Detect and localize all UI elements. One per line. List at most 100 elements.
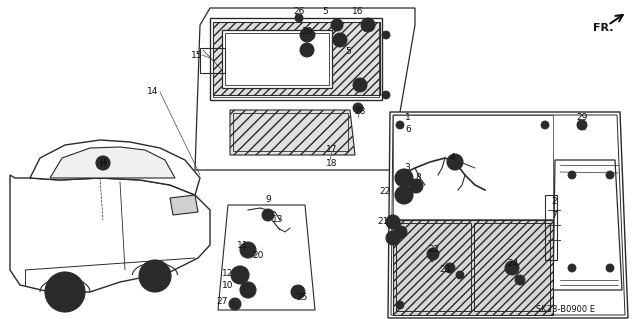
Circle shape bbox=[55, 282, 75, 302]
Bar bbox=[210, 18, 382, 100]
Text: 3: 3 bbox=[404, 162, 410, 172]
Circle shape bbox=[395, 186, 413, 204]
Circle shape bbox=[515, 275, 525, 285]
Text: 29: 29 bbox=[576, 114, 588, 122]
Text: SK73-B0900 E: SK73-B0900 E bbox=[536, 306, 595, 315]
Circle shape bbox=[295, 289, 301, 295]
Circle shape bbox=[334, 22, 340, 28]
Bar bbox=[213, 22, 379, 97]
Text: 15: 15 bbox=[191, 50, 203, 60]
Circle shape bbox=[396, 121, 404, 129]
Polygon shape bbox=[388, 112, 628, 318]
Circle shape bbox=[509, 265, 515, 271]
Polygon shape bbox=[218, 205, 315, 310]
Circle shape bbox=[300, 28, 314, 42]
Polygon shape bbox=[30, 140, 200, 195]
Circle shape bbox=[331, 19, 343, 31]
Circle shape bbox=[304, 47, 310, 53]
Circle shape bbox=[568, 264, 576, 272]
Text: 12: 12 bbox=[222, 269, 234, 278]
Circle shape bbox=[456, 271, 464, 279]
Text: 21: 21 bbox=[378, 218, 388, 226]
Text: 17: 17 bbox=[326, 145, 338, 154]
Circle shape bbox=[139, 260, 171, 292]
Circle shape bbox=[244, 246, 252, 254]
Circle shape bbox=[400, 174, 408, 182]
Circle shape bbox=[577, 120, 587, 130]
Bar bbox=[233, 113, 348, 151]
Bar bbox=[222, 30, 332, 88]
Circle shape bbox=[390, 219, 396, 225]
Circle shape bbox=[45, 272, 85, 312]
Circle shape bbox=[382, 31, 390, 39]
Circle shape bbox=[291, 285, 305, 299]
Bar bbox=[225, 33, 329, 85]
Circle shape bbox=[568, 171, 576, 179]
Circle shape bbox=[409, 179, 423, 193]
Circle shape bbox=[541, 121, 549, 129]
Polygon shape bbox=[10, 175, 210, 292]
Bar bbox=[396, 223, 471, 311]
Circle shape bbox=[395, 226, 407, 238]
Polygon shape bbox=[195, 8, 415, 170]
Circle shape bbox=[395, 169, 413, 187]
Circle shape bbox=[229, 298, 241, 310]
Bar bbox=[474, 223, 550, 311]
Circle shape bbox=[337, 37, 343, 43]
Text: 6: 6 bbox=[405, 125, 411, 135]
Text: 26: 26 bbox=[293, 8, 305, 17]
Text: 25: 25 bbox=[296, 293, 308, 302]
Circle shape bbox=[231, 266, 249, 284]
Circle shape bbox=[300, 43, 314, 57]
Text: 10: 10 bbox=[222, 281, 234, 291]
Text: 23: 23 bbox=[439, 265, 451, 275]
Text: 18: 18 bbox=[326, 159, 338, 167]
Circle shape bbox=[295, 14, 303, 22]
Circle shape bbox=[382, 91, 390, 99]
Circle shape bbox=[606, 171, 614, 179]
Circle shape bbox=[96, 156, 110, 170]
Text: 8: 8 bbox=[415, 174, 421, 182]
Text: 14: 14 bbox=[147, 87, 159, 97]
Text: 11: 11 bbox=[237, 241, 249, 249]
Circle shape bbox=[427, 248, 439, 260]
Text: 5: 5 bbox=[345, 48, 351, 56]
Circle shape bbox=[353, 78, 367, 92]
Text: 22: 22 bbox=[380, 188, 390, 197]
Text: 5: 5 bbox=[322, 8, 328, 17]
Text: 9: 9 bbox=[265, 196, 271, 204]
Circle shape bbox=[305, 30, 315, 40]
Circle shape bbox=[445, 263, 455, 273]
Circle shape bbox=[400, 191, 408, 199]
Circle shape bbox=[386, 231, 400, 245]
Polygon shape bbox=[50, 147, 175, 178]
Circle shape bbox=[240, 242, 256, 258]
Circle shape bbox=[606, 264, 614, 272]
Circle shape bbox=[240, 282, 256, 298]
Circle shape bbox=[396, 301, 404, 309]
Text: 2: 2 bbox=[551, 197, 557, 206]
Text: 22: 22 bbox=[428, 246, 440, 255]
Bar bbox=[545, 195, 557, 260]
Circle shape bbox=[357, 82, 363, 88]
Bar bbox=[200, 48, 225, 73]
Circle shape bbox=[447, 154, 463, 170]
Polygon shape bbox=[170, 195, 198, 215]
Circle shape bbox=[365, 22, 371, 28]
Polygon shape bbox=[393, 220, 553, 315]
Polygon shape bbox=[213, 22, 380, 95]
Text: H: H bbox=[100, 159, 106, 167]
Circle shape bbox=[147, 268, 163, 284]
Text: 24: 24 bbox=[508, 258, 518, 268]
Circle shape bbox=[386, 215, 400, 229]
Text: 19: 19 bbox=[302, 27, 314, 36]
Text: 1: 1 bbox=[405, 114, 411, 122]
Text: 4: 4 bbox=[449, 152, 455, 161]
Text: 28: 28 bbox=[355, 107, 365, 115]
Polygon shape bbox=[553, 160, 622, 290]
Text: 13: 13 bbox=[272, 216, 284, 225]
Bar bbox=[393, 115, 553, 219]
Circle shape bbox=[361, 18, 375, 32]
Text: 16: 16 bbox=[352, 8, 364, 17]
Polygon shape bbox=[230, 110, 355, 155]
